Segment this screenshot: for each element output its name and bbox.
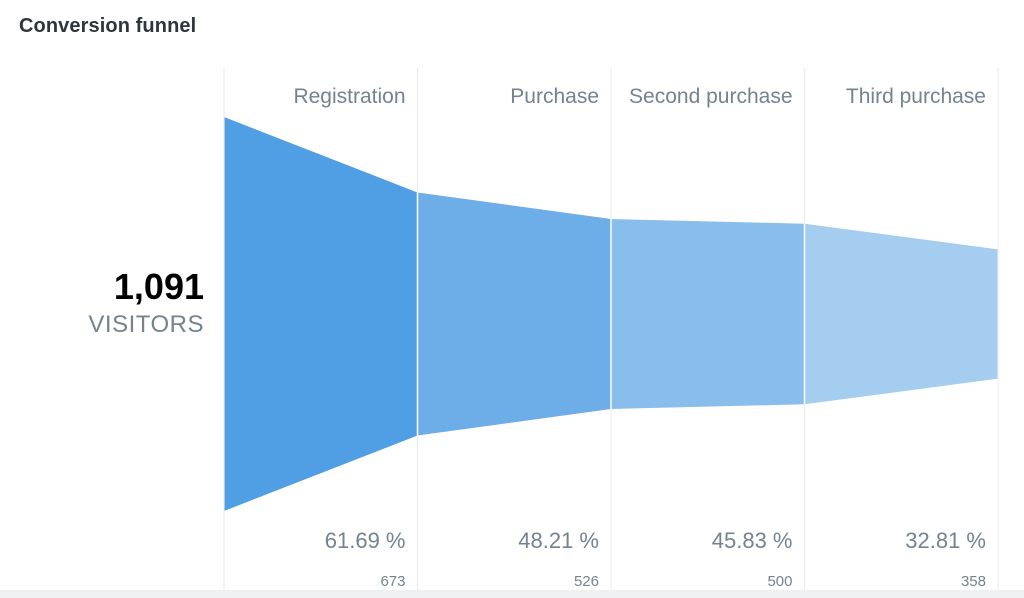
total-visitors-value: 1,091: [113, 266, 204, 307]
step-percent-label: 45.83 %: [712, 528, 793, 553]
step-name-label: Second purchase: [629, 85, 792, 108]
funnel-segment-3[interactable]: [611, 219, 805, 409]
step-count-label: 358: [961, 573, 986, 590]
step-name-label: Purchase: [510, 85, 599, 108]
step-count-label: 673: [380, 573, 405, 590]
funnel-segment-2[interactable]: [417, 192, 612, 436]
funnel-segment-1[interactable]: [224, 117, 418, 511]
card-title: Conversion funnel: [19, 15, 197, 37]
step-name-label: Third purchase: [846, 85, 986, 108]
funnel-segment-4[interactable]: [804, 223, 999, 405]
step-count-label: 526: [574, 573, 599, 590]
step-percent-label: 32.81 %: [905, 528, 986, 553]
total-visitors-label: VISITORS: [88, 311, 204, 338]
step-percent-label: 48.21 %: [518, 528, 599, 553]
step-percent-label: 61.69 %: [325, 528, 406, 553]
bottom-scroll-bar: [0, 590, 1024, 598]
step-count-label: 500: [767, 573, 792, 590]
step-name-label: Registration: [293, 85, 405, 108]
